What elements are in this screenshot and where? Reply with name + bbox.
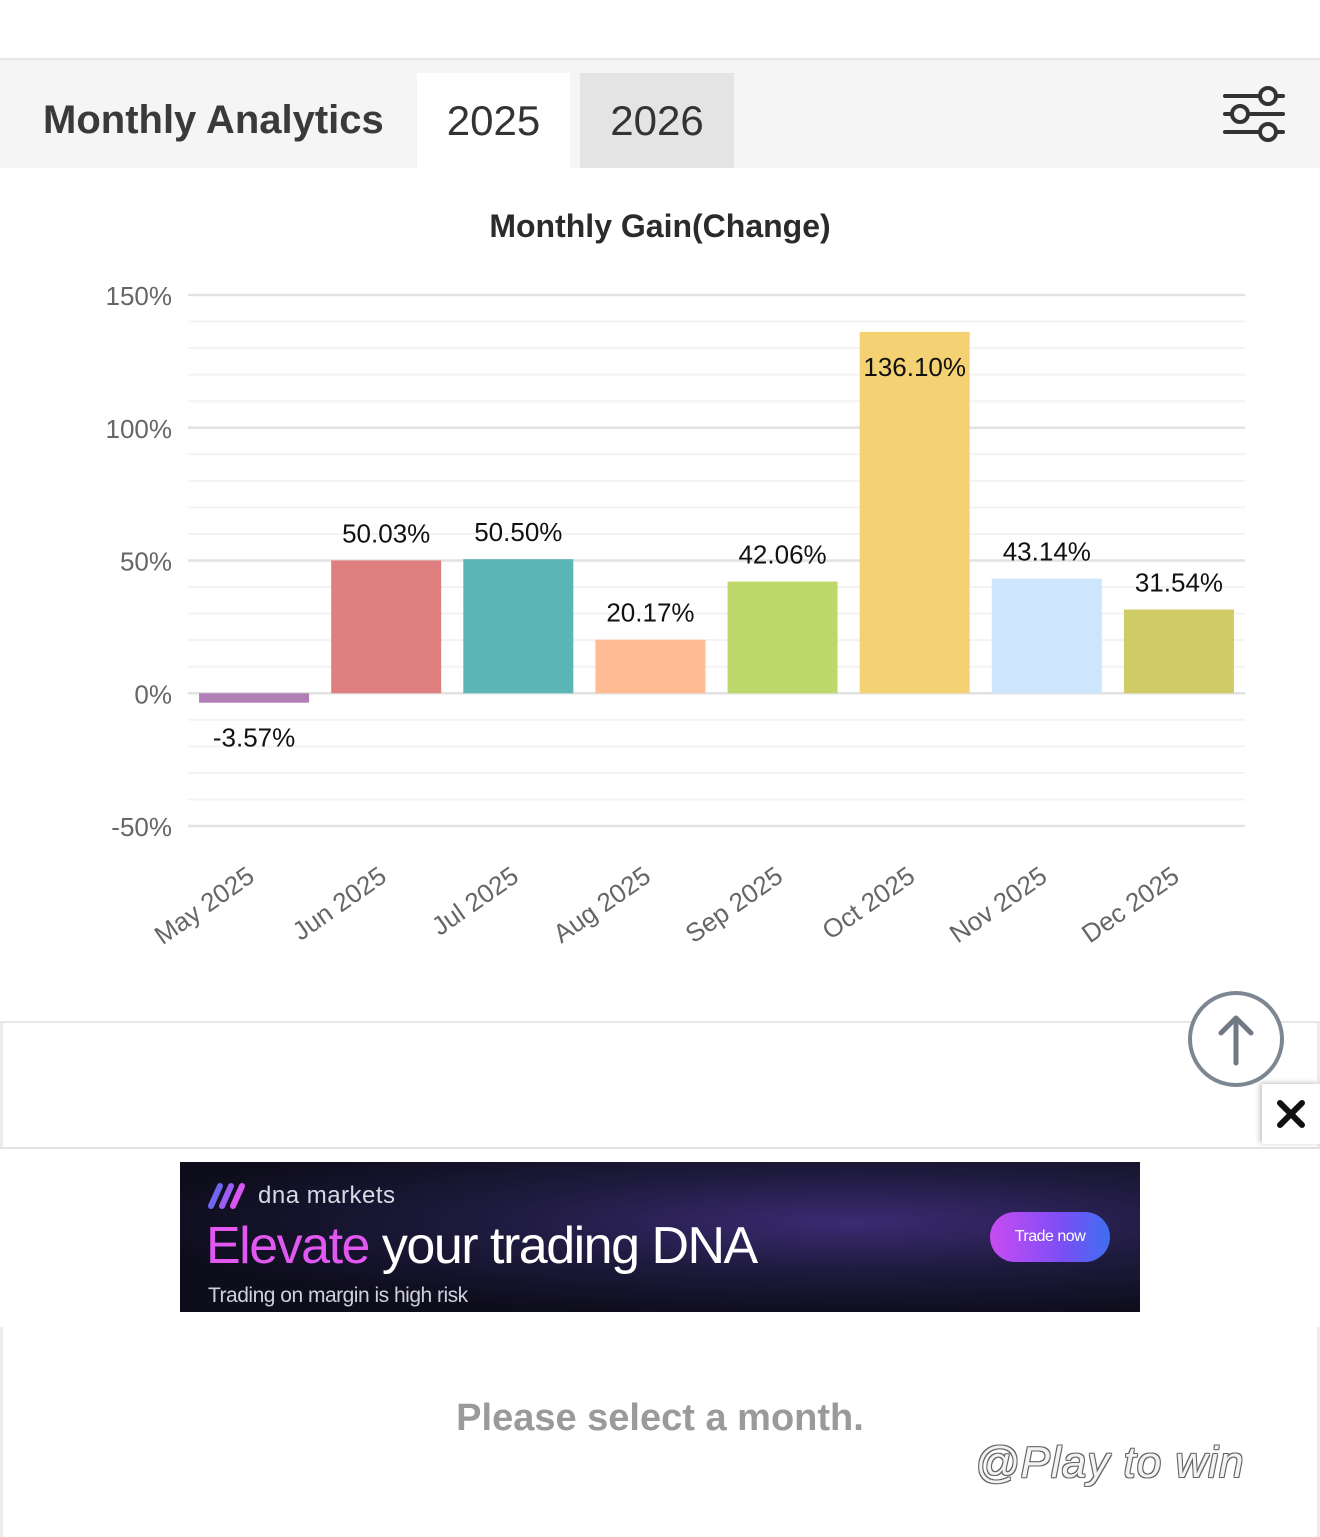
bar[interactable] [727,581,838,694]
select-month-prompt: Please select a month. [456,1397,864,1439]
close-ad-button[interactable] [1262,1084,1320,1144]
bar[interactable] [595,639,706,694]
y-tick-label: -50% [111,812,172,842]
data-label: 43.14% [1003,537,1091,567]
y-tick-label: 100% [106,414,173,444]
tab-2026[interactable]: 2026 [580,73,734,168]
bar[interactable] [199,693,310,703]
ad-banner[interactable]: dna markets Elevate your trading DNA Tra… [180,1162,1140,1312]
x-tick-label: Nov 2025 [944,860,1052,948]
top-divider [0,58,1320,60]
data-label: 42.06% [738,540,826,570]
watermark: @Play to win [975,1438,1245,1487]
chart-title: Monthly Gain(Change) [489,208,831,244]
x-tick-label: May 2025 [149,860,260,950]
y-tick-label: 50% [120,547,172,577]
bar[interactable] [463,559,574,694]
page-title: Monthly Analytics [43,98,384,142]
bar[interactable] [1123,609,1234,694]
ad-headline: Elevate your trading DNA [206,1217,758,1275]
x-tick-label: Jul 2025 [426,860,524,941]
data-label: 20.17% [606,598,694,628]
x-tick-label: Oct 2025 [816,860,920,945]
chart-canvas: 150% 100% 50% 0% -50% -3.57% May 2025 50.03% Jun… [106,281,1245,950]
monthly-gain-chart: 150% 100% 50% 0% -50% -3.57% May 2025 50.03% Jun… [0,168,1320,1018]
month-detail-panel: Please select a month. [0,1327,1320,1537]
empty-panel [0,1021,1320,1149]
bar[interactable] [991,578,1102,694]
close-icon [1277,1100,1305,1128]
data-label: 31.54% [1135,568,1223,598]
y-tick-label: 150% [106,281,173,311]
x-tick-label: Aug 2025 [547,860,655,948]
data-label: 50.50% [474,517,562,547]
sliders-icon [1223,86,1285,142]
x-tick-label: Sep 2025 [680,860,788,948]
y-tick-label: 0% [134,679,172,709]
bar[interactable] [331,560,442,694]
ad-disclaimer: Trading on margin is high risk [208,1284,468,1307]
x-tick-label: Jun 2025 [287,860,392,946]
arrow-up-icon [1218,1015,1254,1066]
data-label: -3.57% [213,723,295,753]
filter-button[interactable] [1222,86,1286,146]
x-tick-label: Dec 2025 [1076,860,1184,948]
data-label: 136.10% [863,352,966,382]
analytics-header: Monthly Analytics 2025 2026 [0,60,1320,168]
scroll-to-top-button[interactable] [1188,991,1284,1087]
ad-trade-now-button[interactable]: Trade now [990,1212,1110,1262]
data-label: 50.03% [342,518,430,548]
tab-2025[interactable]: 2025 [417,73,570,168]
bar[interactable] [859,331,970,694]
ad-brand: dna markets [258,1182,396,1209]
dna-markets-logo-icon [208,1183,245,1209]
